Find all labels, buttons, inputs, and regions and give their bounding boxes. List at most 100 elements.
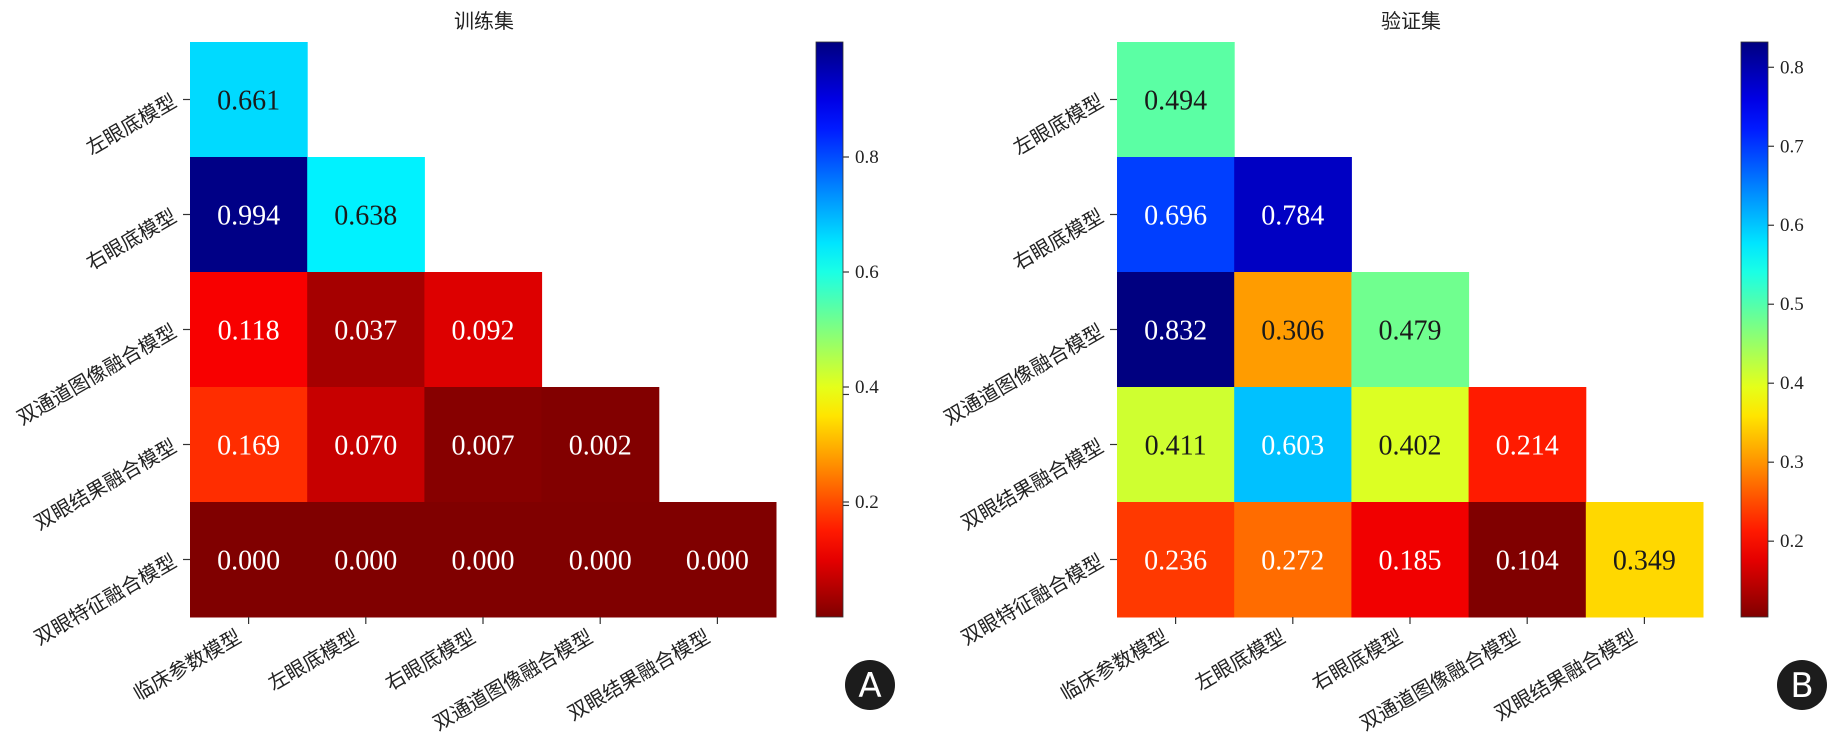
cell-value-label: 0.000 (217, 546, 280, 577)
badge-letter-a: A (858, 666, 881, 706)
colorbar-tick-label: 0.8 (855, 147, 879, 168)
y-tick-label: 右眼底模型 (82, 204, 181, 275)
cell-value-label: 0.037 (334, 316, 397, 347)
cell-value-label: 0.272 (1261, 546, 1324, 577)
heatmap-cell (307, 387, 425, 503)
heatmap-cell (1117, 157, 1235, 273)
y-tick-label: 双眼特征融合模型 (957, 549, 1108, 650)
heatmap-cell (1234, 272, 1352, 388)
heatmap-cell (1117, 42, 1235, 158)
cell-value-label: 0.185 (1379, 546, 1442, 577)
heatmap-cell (1468, 387, 1587, 503)
x-tick-label: 右眼底模型 (1308, 625, 1407, 696)
colorbar-tick-label: 0.4 (1780, 373, 1804, 394)
colorbar-tick-label: 0.6 (1780, 215, 1804, 236)
cell-value-label: 0.479 (1379, 316, 1442, 347)
badge-circle (1777, 660, 1827, 710)
colorbar-tick-label: 0.8 (1780, 57, 1804, 78)
heatmap-cell (307, 272, 425, 388)
cell-value-label: 0.214 (1496, 431, 1559, 462)
heatmap-cell (190, 502, 308, 618)
heatmap-cell (424, 387, 543, 503)
y-tick-label: 左眼底模型 (1009, 89, 1108, 160)
heatmap-cell (1351, 387, 1470, 503)
cell-value-label: 0.402 (1379, 431, 1442, 462)
heatmap-cell (658, 502, 777, 618)
heatmap-cell (307, 157, 425, 273)
cell-value-label: 0.000 (334, 546, 397, 577)
cell-value-label: 0.494 (1144, 86, 1207, 117)
cell-value-label: 0.306 (1261, 316, 1324, 347)
heatmap-cell (1234, 387, 1352, 503)
cell-value-label: 0.696 (1144, 201, 1207, 232)
heatmap-cell (1117, 387, 1235, 503)
heatmap-cell (1117, 272, 1235, 388)
cell-value-label: 0.070 (334, 431, 397, 462)
colorbar (1740, 41, 1769, 618)
cell-value-label: 0.118 (218, 316, 280, 347)
x-tick-label: 临床参数模型 (1056, 625, 1172, 706)
colorbar-tick-label: 0.5 (1780, 294, 1804, 315)
y-tick-label: 右眼底模型 (1009, 204, 1108, 275)
cell-value-label: 0.236 (1144, 546, 1207, 577)
heatmap-cell (1585, 502, 1704, 618)
colorbar-tick-label: 0.7 (1780, 136, 1804, 157)
heatmap-cell (1351, 502, 1470, 618)
y-tick-label: 双通道图像融合模型 (940, 319, 1108, 430)
y-tick-label: 双眼结果融合模型 (30, 434, 181, 535)
panel-a-badge: A (845, 660, 895, 710)
cell-value-label: 0.002 (569, 431, 632, 462)
y-tick-label: 双眼结果融合模型 (957, 434, 1108, 535)
cell-value-label: 0.104 (1496, 546, 1559, 577)
heatmap-cell (1117, 502, 1235, 618)
heatmap-cell (190, 157, 308, 273)
y-tick-label: 双通道图像融合模型 (13, 319, 181, 430)
heatmap-cell (424, 502, 543, 618)
x-tick-label: 左眼底模型 (1191, 625, 1290, 696)
cell-value-label: 0.349 (1613, 546, 1676, 577)
panel-b-badge: B (1777, 660, 1827, 710)
heatmap-cell (190, 272, 308, 388)
chart-title: 训练集 (454, 9, 514, 33)
cell-value-label: 0.411 (1145, 431, 1207, 462)
cell-value-label: 0.638 (334, 201, 397, 232)
colorbar (815, 41, 844, 618)
x-tick-label: 右眼底模型 (381, 625, 480, 696)
heatmap-cell (424, 272, 543, 388)
heatmap-cell (1351, 272, 1470, 388)
cell-value-label: 0.832 (1144, 316, 1207, 347)
heatmap-cell (1234, 502, 1352, 618)
cell-value-label: 0.007 (452, 431, 515, 462)
cell-value-label: 0.000 (569, 546, 632, 577)
colorbar-tick-label: 0.2 (855, 492, 879, 513)
heatmap-cell (190, 387, 308, 503)
heatmap-panel-a: 训练集 0.661 0.994 0.638 0.118 0.037 0.092 0.169 0.… (13, 9, 880, 735)
cell-value-label: 0.092 (452, 316, 515, 347)
heatmap-cell (541, 502, 660, 618)
cell-value-label: 0.994 (217, 201, 280, 232)
heatmap-cell (541, 387, 660, 503)
badge-letter-b: B (1790, 666, 1813, 706)
x-tick-label: 左眼底模型 (264, 625, 363, 696)
cell-value-label: 0.603 (1261, 431, 1324, 462)
cell-value-label: 0.661 (217, 86, 280, 117)
heatmap-cell (1234, 157, 1352, 273)
colorbar-tick-label: 0.4 (855, 377, 879, 398)
x-tick-label: 临床参数模型 (129, 625, 245, 706)
colorbar-tick-label: 0.3 (1780, 452, 1804, 473)
badge-circle (845, 660, 895, 710)
colorbar-tick-label: 0.2 (1780, 531, 1804, 552)
chart-title: 验证集 (1381, 9, 1441, 33)
cell-value-label: 0.000 (452, 546, 515, 577)
y-tick-label: 双眼特征融合模型 (30, 549, 181, 650)
heatmap-panel-b: 验证集 0.494 0.696 0.784 0.832 0.306 0.479 0.411 0.… (940, 9, 1805, 735)
y-tick-label: 左眼底模型 (82, 89, 181, 160)
heatmap-cell (307, 502, 425, 618)
colorbar-tick-label: 0.6 (855, 262, 879, 283)
cell-value-label: 0.000 (686, 546, 749, 577)
cell-value-label: 0.169 (217, 431, 280, 462)
heatmap-cell (190, 42, 308, 158)
cell-value-label: 0.784 (1261, 201, 1324, 232)
heatmap-cell (1468, 502, 1587, 618)
